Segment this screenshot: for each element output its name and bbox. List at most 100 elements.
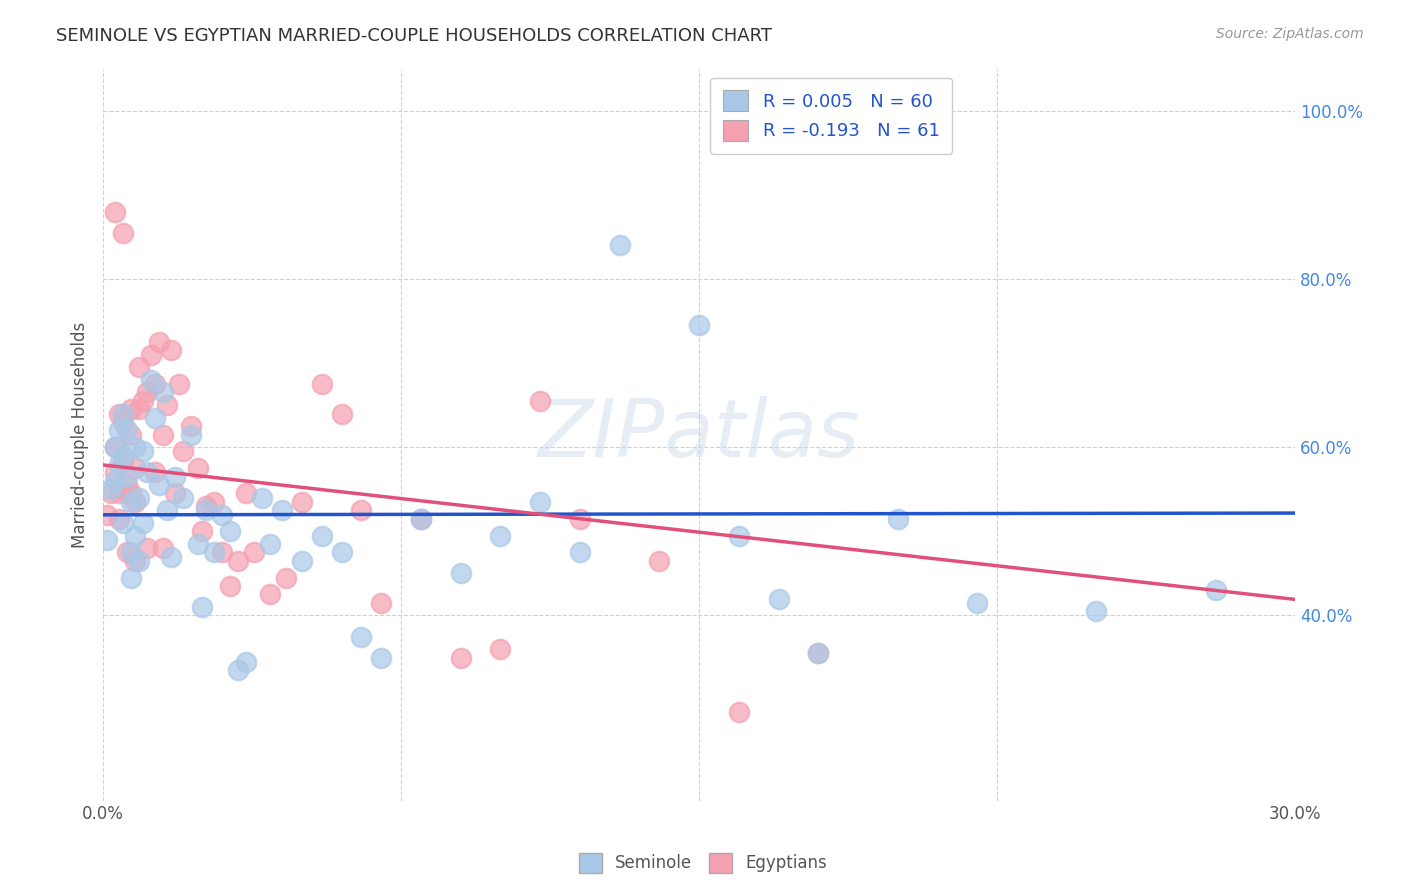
Point xyxy=(807,646,830,660)
Point xyxy=(489,528,512,542)
Point xyxy=(108,407,131,421)
Point xyxy=(172,491,194,505)
Point xyxy=(226,663,249,677)
Point xyxy=(120,545,142,559)
Point xyxy=(156,398,179,412)
Point xyxy=(152,427,174,442)
Point xyxy=(132,444,155,458)
Point xyxy=(108,457,131,471)
Point xyxy=(211,508,233,522)
Point xyxy=(450,566,472,581)
Point xyxy=(450,650,472,665)
Point xyxy=(291,554,314,568)
Point xyxy=(143,410,166,425)
Point xyxy=(291,495,314,509)
Point xyxy=(191,600,214,615)
Point xyxy=(311,377,333,392)
Point xyxy=(128,491,150,505)
Point xyxy=(111,452,134,467)
Point xyxy=(727,528,749,542)
Point xyxy=(156,503,179,517)
Point xyxy=(152,541,174,556)
Point xyxy=(350,503,373,517)
Point xyxy=(370,650,392,665)
Point xyxy=(250,491,273,505)
Point xyxy=(115,545,138,559)
Point xyxy=(143,377,166,392)
Point xyxy=(167,377,190,392)
Point xyxy=(886,512,908,526)
Point xyxy=(243,545,266,559)
Point xyxy=(100,486,122,500)
Point xyxy=(104,440,127,454)
Point xyxy=(159,549,181,564)
Point xyxy=(202,495,225,509)
Text: SEMINOLE VS EGYPTIAN MARRIED-COUPLE HOUSEHOLDS CORRELATION CHART: SEMINOLE VS EGYPTIAN MARRIED-COUPLE HOUS… xyxy=(56,27,772,45)
Point xyxy=(143,466,166,480)
Point xyxy=(330,407,353,421)
Point xyxy=(111,516,134,530)
Point xyxy=(111,449,134,463)
Point xyxy=(120,402,142,417)
Point xyxy=(1085,604,1108,618)
Point xyxy=(148,478,170,492)
Point xyxy=(648,554,671,568)
Point xyxy=(120,486,142,500)
Point xyxy=(163,486,186,500)
Point xyxy=(152,385,174,400)
Point xyxy=(330,545,353,559)
Point xyxy=(108,423,131,437)
Point xyxy=(115,486,138,500)
Legend: Seminole, Egyptians: Seminole, Egyptians xyxy=(572,847,834,880)
Point xyxy=(124,461,146,475)
Point xyxy=(187,461,209,475)
Point xyxy=(187,537,209,551)
Point xyxy=(100,483,122,497)
Point xyxy=(529,393,551,408)
Point xyxy=(966,596,988,610)
Point xyxy=(139,348,162,362)
Point xyxy=(104,204,127,219)
Point xyxy=(159,343,181,358)
Point xyxy=(115,423,138,437)
Point xyxy=(148,334,170,349)
Point xyxy=(529,495,551,509)
Point xyxy=(727,706,749,720)
Point xyxy=(96,533,118,547)
Point xyxy=(124,495,146,509)
Text: ZIPatlas: ZIPatlas xyxy=(538,395,860,474)
Point xyxy=(108,512,131,526)
Point xyxy=(211,545,233,559)
Point xyxy=(128,402,150,417)
Point xyxy=(568,512,591,526)
Point xyxy=(111,407,134,421)
Point xyxy=(259,587,281,601)
Point xyxy=(202,545,225,559)
Point xyxy=(111,226,134,240)
Point xyxy=(568,545,591,559)
Point xyxy=(195,503,218,517)
Point xyxy=(259,537,281,551)
Point xyxy=(128,554,150,568)
Point xyxy=(219,524,242,539)
Point xyxy=(124,528,146,542)
Point xyxy=(128,360,150,375)
Point xyxy=(139,373,162,387)
Point xyxy=(132,393,155,408)
Point xyxy=(271,503,294,517)
Point xyxy=(489,642,512,657)
Point xyxy=(120,495,142,509)
Point xyxy=(609,238,631,252)
Point xyxy=(807,646,830,660)
Point xyxy=(409,512,432,526)
Point xyxy=(104,440,127,454)
Point xyxy=(111,415,134,429)
Point xyxy=(115,469,138,483)
Point xyxy=(235,486,257,500)
Point xyxy=(1205,583,1227,598)
Point xyxy=(311,528,333,542)
Point xyxy=(274,571,297,585)
Point xyxy=(180,419,202,434)
Point xyxy=(226,554,249,568)
Point xyxy=(135,385,157,400)
